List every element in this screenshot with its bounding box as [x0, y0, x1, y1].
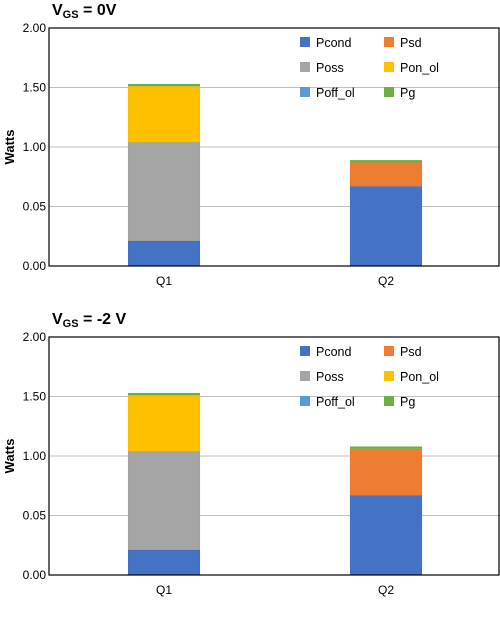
bar-segment-pcond — [127, 549, 201, 576]
y-tick-label: 0.05 — [23, 200, 47, 214]
legend-swatch — [384, 62, 394, 72]
bar-segment-poss — [127, 141, 201, 242]
chart-title: VGS = -2 V — [52, 311, 127, 330]
legend-label: Poss — [316, 61, 344, 75]
legend-swatch — [384, 396, 394, 406]
legend-swatch — [300, 62, 310, 72]
y-tick-label: 1.50 — [23, 81, 47, 95]
plot-frame — [48, 336, 500, 576]
legend-swatch — [384, 37, 394, 47]
y-tick-label: 2.00 — [23, 330, 47, 344]
legend-swatch — [300, 396, 310, 406]
legend-label: Poff_ol — [316, 395, 355, 409]
y-tick-label: 1.00 — [23, 449, 47, 463]
legend-swatch — [300, 371, 310, 381]
x-tick-label: Q1 — [156, 274, 172, 288]
plot-frame — [48, 27, 500, 267]
legend-label: Pg — [400, 395, 415, 409]
legend-swatch — [300, 37, 310, 47]
bar-segment-pon-ol — [127, 395, 201, 452]
bar-segment-pg — [128, 392, 200, 396]
y-tick-label: 0.00 — [23, 568, 47, 582]
legend-label: Poss — [316, 370, 344, 384]
chart-title: VGS = 0V — [52, 2, 117, 21]
bar-segment-pcond — [127, 240, 201, 267]
stacked-bar-chart: 0.00 0.05 1.00 1.50 2.00 Watts Q1 Q2 Pcond Psd Pos… — [2, 21, 500, 288]
x-tick-label: Q2 — [378, 583, 394, 597]
y-tick-label: 1.00 — [23, 140, 47, 154]
y-tick-label: 0.00 — [23, 259, 47, 273]
y-tick-label: 1.50 — [23, 390, 47, 404]
bar-segment-pcond — [349, 185, 423, 267]
y-axis-label: Watts — [2, 439, 17, 474]
legend-label: Pcond — [316, 36, 351, 50]
bar-segment-pg — [350, 160, 422, 163]
legend-label: Pon_ol — [400, 370, 439, 384]
bar-segment-psd — [349, 448, 423, 496]
bar-segment-pcond — [349, 494, 423, 576]
x-tick-label: Q1 — [156, 583, 172, 597]
bar-segment-pon-ol — [127, 86, 201, 143]
legend-swatch — [300, 87, 310, 97]
legend-swatch — [384, 346, 394, 356]
bar-segment-poss — [127, 450, 201, 551]
legend-label: Pcond — [316, 345, 351, 359]
stacked-bar-chart: 0.00 0.05 1.00 1.50 2.00 Watts Q1 Q2 Pcond Psd Pos… — [2, 330, 500, 597]
legend-label: Psd — [400, 36, 422, 50]
legend-swatch — [384, 87, 394, 97]
bar-segment-pg — [350, 446, 422, 449]
legend-label: Pg — [400, 86, 415, 100]
legend-label: Poff_ol — [316, 86, 355, 100]
legend-swatch — [300, 346, 310, 356]
x-tick-label: Q2 — [378, 274, 394, 288]
y-tick-label: 0.05 — [23, 509, 47, 523]
bar-segment-pg — [128, 83, 200, 87]
legend-label: Psd — [400, 345, 422, 359]
legend-swatch — [384, 371, 394, 381]
y-axis-label: Watts — [2, 130, 17, 165]
legend-label: Pon_ol — [400, 61, 439, 75]
y-tick-label: 2.00 — [23, 21, 47, 35]
bar-segment-psd — [349, 162, 423, 187]
